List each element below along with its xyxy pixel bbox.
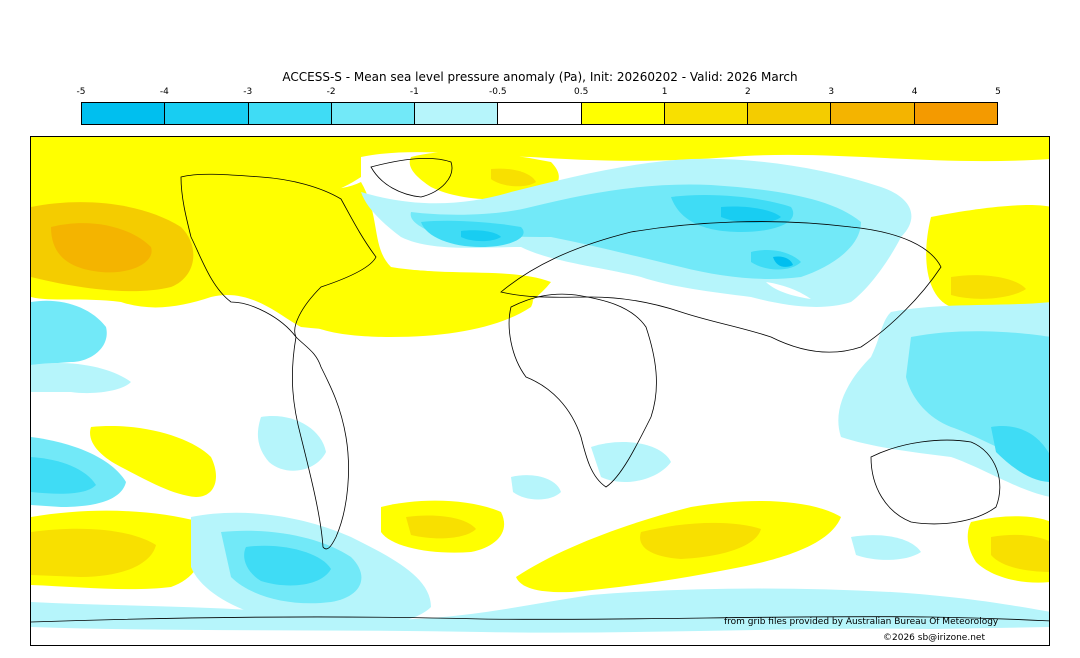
color-scale-segment (664, 103, 749, 124)
positive-core-south-atlantic (406, 515, 476, 539)
copyright-credit: ©2026 sb@irizone.net (883, 633, 985, 643)
eurasia-outline (500, 221, 942, 353)
color-scale-segment (831, 103, 915, 124)
tick-label: -1 (409, 87, 419, 97)
color-scale-segment (82, 103, 166, 124)
negative-patch-south-atlantic (511, 475, 561, 500)
south-america-outline (291, 336, 349, 550)
color-scale-segment (581, 103, 665, 124)
color-scale-segment (331, 103, 416, 124)
positive-anomaly-arctic (31, 137, 1049, 201)
neutral-patch-tibet (766, 282, 811, 299)
positive-anomaly-atlantic (301, 269, 533, 337)
positive-core-south-indian (640, 522, 761, 559)
tick-label: -2 (326, 87, 336, 97)
positive-anomaly-south-pacific-central (90, 426, 216, 497)
chart-title: ACCESS-S - Mean sea level pressure anoma… (282, 70, 798, 84)
north-america-outline (180, 173, 377, 338)
color-scale-segment (248, 103, 332, 124)
positive-anomaly-greenland (409, 151, 559, 200)
world-map (30, 136, 1050, 646)
negative-center-central-asia (773, 256, 793, 267)
negative-patch-south-america-pacific (257, 416, 326, 471)
tick-label: -3 (243, 87, 253, 97)
color-scale-bar (81, 102, 998, 125)
tick-label: 4 (911, 87, 918, 97)
negative-core-southern-ocean (244, 545, 331, 586)
stronger-positive-north-pacific (51, 223, 152, 273)
negative-patch-south-of-australia (851, 535, 921, 560)
antarctica-outline (31, 616, 1049, 623)
positive-core-greenland (491, 168, 536, 187)
color-scale-segment (914, 103, 997, 124)
negative-fringe-east-pacific (31, 362, 131, 394)
coastlines (31, 158, 1049, 623)
color-scale-segment (748, 103, 832, 124)
negative-core-southeast-pacific (31, 457, 96, 494)
negative-center-siberia (721, 206, 781, 223)
positive-core-south-pacific-lower (31, 528, 156, 577)
color-scale-segment (498, 103, 582, 124)
negative-core-tasman (991, 426, 1049, 482)
tick-label: 3 (828, 87, 835, 97)
greenland-outline (370, 158, 453, 198)
positive-core-nw-pacific (951, 275, 1026, 299)
negative-anomaly-east-pacific-north (31, 300, 107, 365)
color-scale-segment (165, 103, 249, 124)
tick-label: 5 (995, 87, 1001, 97)
tick-label: -4 (159, 87, 169, 97)
positive-anomaly-nw-pacific (926, 205, 1049, 318)
negative-center-north-atlantic (461, 230, 501, 242)
tick-label: 0.5 (574, 87, 589, 97)
negative-patch-southern-africa (591, 442, 671, 482)
australia-outline (870, 439, 1001, 525)
tick-label: -5 (76, 87, 86, 97)
colorbar-tick-labels: -5 -4 -3 -2 -1 -0.5 0.5 1 2 3 4 5 (77, 87, 1001, 99)
neutral-antarctic-edge (31, 627, 1049, 645)
tick-label: -0.5 (488, 87, 507, 97)
tick-label: 2 (745, 87, 751, 97)
source-credit: from grib files provided by Australian B… (724, 617, 999, 627)
color-scale-segment (415, 103, 499, 124)
anomaly-map-svg (31, 137, 1049, 645)
positive-core-far-south-pacific (991, 534, 1049, 572)
tick-label: 1 (661, 87, 668, 97)
